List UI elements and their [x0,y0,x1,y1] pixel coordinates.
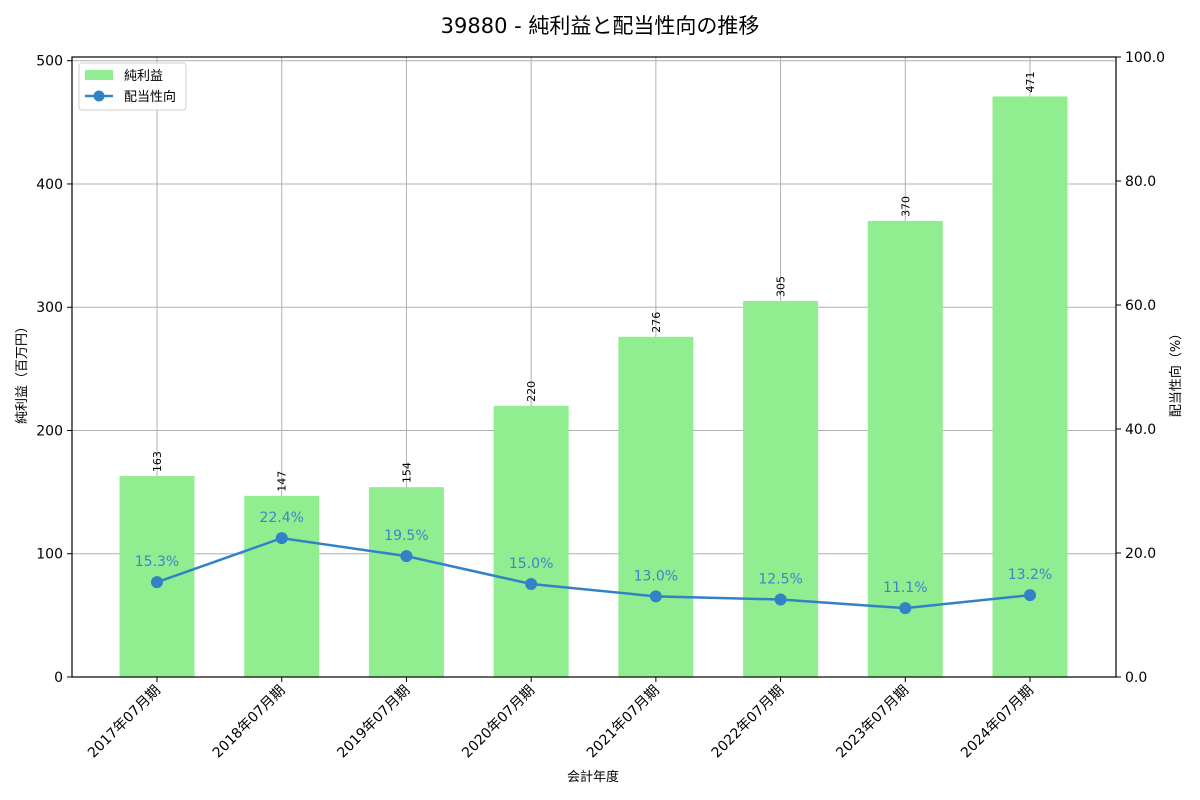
y-right-tick-label: 80.0 [1125,174,1156,190]
bar-value-label: 147 [276,471,289,492]
bar-value-label: 276 [650,312,663,333]
line-marker [151,576,163,589]
bar-value-label: 370 [899,196,912,217]
bar-value-label: 154 [400,462,413,483]
line-marker [649,590,662,603]
x-tick-label: 2020年07月期 [459,683,538,762]
x-tick-label: 2022年07月期 [709,683,788,762]
bar [992,96,1068,677]
x-tick-label: 2019年07月期 [334,683,413,762]
x-axis-label: 会計年度 [567,769,619,785]
y-left-tick-label: 100 [36,547,63,563]
payout-ratio-label: 12.5% [758,572,802,588]
payout-ratio-label: 13.2% [1008,567,1052,583]
y-right-tick-label: 60.0 [1125,298,1156,314]
legend-label-payout-ratio: 配当性向 [124,89,176,105]
bar [867,220,943,677]
bar-value-label: 305 [775,276,788,297]
x-tick-label: 2021年07月期 [584,683,663,762]
line-marker [1024,589,1036,602]
bar-value-label: 220 [525,381,538,402]
legend-label-net-income: 純利益 [124,69,163,84]
x-tick-label: 2017年07月期 [85,683,164,762]
x-tick-label: 2024年07月期 [958,683,1037,762]
line-marker [774,593,787,606]
bar [244,495,320,677]
y-left-tick-label: 400 [36,177,63,193]
x-tick-label: 2018年07月期 [210,683,289,762]
bar [368,487,444,677]
bar-value-label: 471 [1024,71,1037,92]
y-right-tick-label: 20.0 [1125,546,1156,562]
payout-ratio-label: 13.0% [634,568,678,584]
line-marker [899,602,912,615]
y-left-tick-label: 500 [36,54,63,70]
payout-ratio-label: 19.5% [384,528,428,544]
bar [743,301,819,677]
legend-marker-icon [93,90,105,102]
line-marker [275,532,288,545]
y-left-tick-label: 0 [54,670,63,686]
payout-ratio-label: 22.4% [259,510,303,526]
payout-ratio-line [156,536,1031,610]
y-axis-left-label: 純利益（百万円） [15,320,30,424]
payout-ratio-label: 15.0% [509,556,553,572]
line-marker [525,578,538,590]
bar [493,405,569,677]
y-right-tick-label: 40.0 [1125,422,1156,438]
payout-ratio-label: 15.3% [135,554,179,570]
bar-value-label: 163 [151,451,164,472]
chart-title: 39880 - 純利益と配当性向の推移 [441,14,760,38]
y-right-tick-label: 0.0 [1125,670,1147,686]
y-left-tick-label: 300 [36,300,63,316]
payout-ratio-label: 11.1% [883,580,927,596]
bar-series: 163 147 154 220 276 305 370 471 [119,71,1068,677]
line-marker [400,550,413,563]
y-axis-right-label: 配当性向（%） [1168,327,1184,417]
bar [618,336,694,677]
plot-frame [71,56,1117,678]
grid-lines [72,57,1116,678]
y-left-tick-label: 200 [36,423,63,439]
line-series: 15.3% 22.4% 19.5% 15.0% 13.0% 12.5% 11.1% 13.2% [135,510,1052,615]
legend-bar-swatch [85,70,113,80]
x-tick-label: 2023年07月期 [833,683,912,762]
y-right-tick-label: 100.0 [1125,50,1165,66]
